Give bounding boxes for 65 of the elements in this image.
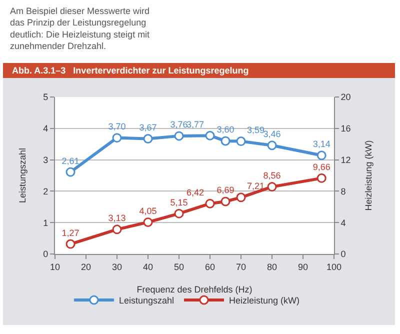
x-axis-title: Frequenz des Drehfelds (Hz) — [136, 284, 252, 295]
x-tick-label: 40 — [142, 262, 154, 272]
y-axis-title: Leistungszahl — [18, 148, 28, 204]
point — [143, 217, 153, 227]
y-tick-label: 3 — [43, 154, 48, 165]
x-tick-label: 80 — [266, 262, 278, 272]
point — [112, 224, 122, 234]
point — [267, 182, 277, 192]
data-label: 3,76 — [170, 120, 188, 130]
point — [112, 133, 122, 143]
data-label: 5,15 — [170, 197, 188, 208]
y2-tick-label: 0 — [340, 249, 346, 260]
y-tick-label: 4 — [43, 124, 48, 134]
point — [316, 173, 326, 183]
y2-tick-label: 16 — [340, 124, 351, 134]
point — [267, 140, 277, 150]
text: Am Beispiel dieser Messwerte wird das Prinzip der Leistungsregelung deutlich: Die Heizleistung steigt mit zunehmender Drehzahl. — [10, 6, 150, 52]
point — [220, 136, 230, 146]
x-tick-label: 50 — [174, 262, 184, 272]
point — [220, 196, 230, 206]
point — [316, 150, 326, 160]
data-label: 2,61 — [62, 156, 80, 166]
data-label: 1,27 — [62, 228, 80, 238]
data-label: 3,13 — [108, 213, 126, 224]
x-tick-label: 10 — [50, 262, 60, 272]
data-label: 3,14 — [312, 139, 330, 150]
y2-axis-title: Heizleistung (kW) — [364, 140, 374, 211]
data-label: 3,70 — [108, 122, 126, 132]
point — [143, 134, 153, 144]
x-tick-label: 70 — [236, 262, 246, 272]
point — [236, 192, 246, 202]
point — [205, 130, 215, 140]
chart-title: Abb. A.3.1–3 Inverterverdichter zur Leistungsregelung — [12, 66, 249, 76]
x-tick-label: 20 — [80, 262, 92, 272]
y-tick-label: 5 — [43, 92, 48, 102]
data-label: 8,56 — [263, 170, 281, 181]
x-tick-label: 90 — [298, 262, 308, 272]
data-label: 3,59 — [247, 125, 265, 136]
point — [174, 131, 184, 141]
x-tick-label: 60 — [204, 262, 216, 272]
y2-tick-label: 8 — [340, 186, 346, 196]
y2-tick-label: 12 — [340, 154, 351, 165]
data-label: 3,67 — [139, 122, 157, 133]
x-tick-label: 100 — [326, 262, 342, 272]
data-label: 3,60 — [216, 124, 234, 135]
point — [66, 239, 76, 249]
data-label: 4,05 — [139, 206, 157, 216]
y-tick-label: 0 — [43, 249, 48, 260]
point — [205, 198, 215, 208]
data-label: 6,69 — [216, 185, 234, 196]
legend-label: Heizleistung (kW) — [228, 296, 300, 306]
data-label: 3,46 — [263, 129, 281, 140]
y-tick-label: 2 — [43, 186, 48, 196]
data-label: 6,42 — [186, 187, 204, 198]
point — [174, 208, 184, 218]
point — [66, 167, 76, 177]
y-tick-label: 1 — [43, 218, 48, 228]
x-tick-label: 30 — [112, 262, 122, 272]
legend-label: Leistungszahl — [118, 296, 174, 306]
data-label: 7,21 — [247, 181, 265, 192]
y2-tick-label: 4 — [340, 218, 346, 228]
data-label: 9,66 — [312, 162, 330, 172]
data-label: 3,77 — [186, 119, 204, 130]
y2-tick-label: 20 — [340, 92, 351, 102]
point — [236, 136, 246, 146]
